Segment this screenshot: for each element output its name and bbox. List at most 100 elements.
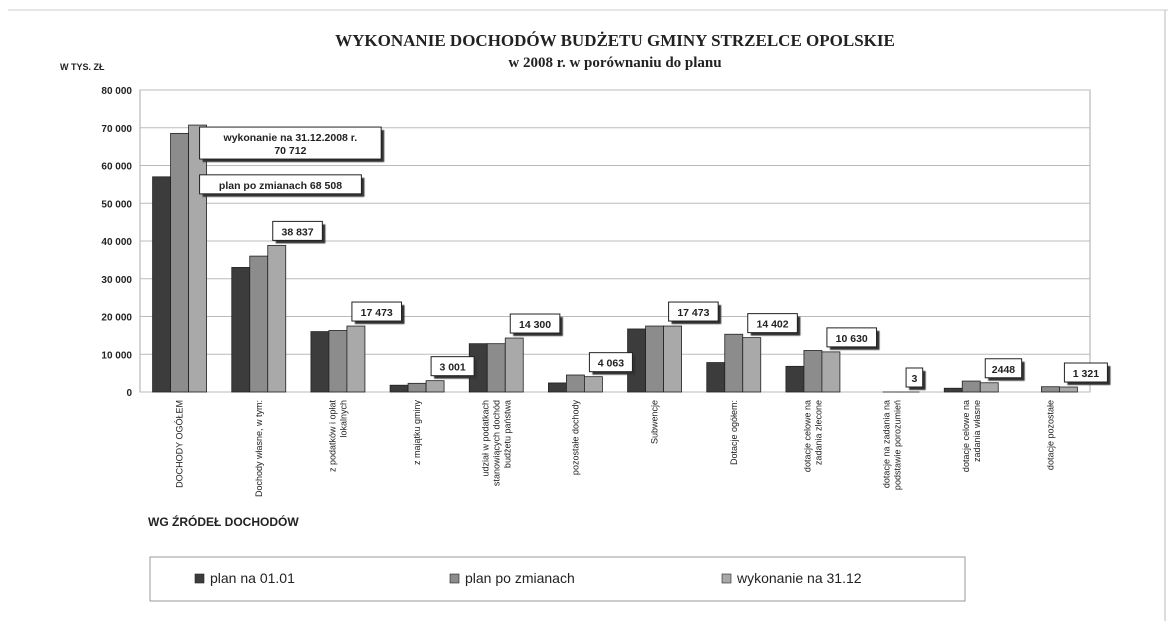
data-label: 4 063 [598, 358, 624, 370]
x-tick: Dochody własne, w tym: [254, 400, 264, 497]
x-tick-label: dotacje celowe nazadania własne [961, 400, 982, 472]
bar [231, 267, 251, 393]
bar [407, 382, 427, 393]
x-tick-label: DOCHODY OGÓŁEM [175, 400, 185, 488]
bar [328, 330, 348, 393]
label-box [905, 367, 924, 388]
x-tick: udział w podatkachstanowiących dochódbud… [480, 400, 512, 486]
x-tick: dotacje celowe nazadania własne [961, 400, 982, 472]
label-box [351, 301, 403, 322]
label-box [747, 313, 798, 334]
label-box [1063, 362, 1108, 383]
bar [389, 384, 409, 393]
data-label: 10 630 [836, 333, 868, 345]
data-label: 17 473 [677, 307, 709, 319]
chart-subtitle: w 2008 r. w porównaniu do planu [508, 55, 721, 71]
x-tick-label: dotacje na zadania napodstawie porozumie… [882, 400, 903, 490]
bar [267, 244, 287, 393]
data-label: 1 321 [1073, 368, 1099, 380]
x-tick: pozostałe dochody [570, 400, 580, 476]
bar [803, 350, 823, 393]
x-tick-label: dotacje pozostałe [1045, 400, 1055, 470]
bar [566, 374, 585, 393]
x-tick: dotacje na zadania napodstawie porozumie… [882, 400, 903, 490]
chart-title: WYKONANIE DOCHODÓW BUDŻETU GMINY STRZELC… [335, 31, 895, 50]
data-label: 70 712 [274, 145, 306, 157]
bar [548, 382, 567, 393]
data-label: 14 402 [756, 319, 788, 331]
label-box [984, 358, 1023, 379]
bar [979, 382, 999, 393]
legend-label: wykonanie na 31.12 [736, 570, 862, 586]
x-tick-label: udział w podatkachstanowiących dochódbud… [480, 400, 512, 486]
bar [1041, 386, 1060, 393]
bar [346, 325, 366, 393]
x-tick-label: Subwencje [650, 400, 660, 444]
legend-swatch [721, 573, 732, 584]
data-label: plan po zmianach 68 508 [219, 180, 342, 192]
x-axis-label: WG ŹRÓDEŁ DOCHODÓW [148, 514, 299, 529]
bar [663, 325, 682, 393]
bar [170, 132, 189, 393]
legend-box [149, 556, 966, 602]
y-axis-label: W TYS. ZŁ [60, 62, 105, 72]
x-tick: Dotacje ogółem: [729, 400, 739, 465]
legend-label: plan po zmianach [465, 570, 575, 586]
x-tick-label: Dochody własne, w tym: [254, 400, 264, 497]
legend-label: plan na 01.01 [210, 570, 295, 586]
y-tick-label: 40 000 [101, 237, 132, 248]
y-tick-label: 80 000 [101, 86, 132, 97]
bar [961, 380, 981, 393]
bar [943, 387, 963, 393]
bar [249, 255, 269, 393]
y-tick-label: 30 000 [101, 275, 132, 286]
label-box [430, 356, 475, 377]
y-tick-label: 0 [126, 388, 132, 399]
bar [486, 343, 506, 393]
x-tick: dotacje celowe nazadania zlecone [802, 400, 823, 472]
x-tick: z podatków i opłatlokalnych [327, 400, 348, 473]
legend-swatch [449, 573, 460, 584]
x-tick-label: dotacje celowe nazadania zlecone [802, 400, 823, 472]
label-box [588, 352, 633, 373]
bar [425, 380, 445, 393]
bar [152, 176, 171, 393]
data-label: 38 837 [281, 226, 313, 238]
bar [821, 351, 841, 393]
x-tick: Subwencje [650, 400, 660, 444]
bar [584, 376, 603, 393]
data-label: 14 300 [519, 319, 551, 331]
y-tick-label: 60 000 [101, 162, 132, 173]
label-box [199, 174, 362, 195]
x-tick: dotacje pozostałe [1045, 400, 1055, 470]
y-tick-label: 50 000 [101, 199, 132, 210]
x-tick: z majątku gminy [412, 400, 422, 466]
bar [504, 337, 524, 393]
label-box [199, 126, 382, 160]
legend-swatch [194, 573, 205, 584]
x-tick-label: Dotacje ogółem: [729, 400, 739, 465]
bar [310, 331, 330, 393]
data-label: 3 001 [439, 362, 465, 374]
data-label: 17 473 [361, 307, 393, 319]
x-tick-label: z podatków i opłatlokalnych [327, 400, 348, 473]
data-label: 3 [911, 373, 917, 385]
label-box [272, 220, 323, 241]
bar [785, 365, 805, 393]
bar [706, 362, 726, 393]
data-label: 2448 [992, 364, 1016, 376]
bar [724, 333, 744, 393]
bar [645, 325, 664, 393]
x-tick-label: z majątku gminy [412, 400, 422, 466]
x-tick-label: pozostałe dochody [570, 400, 580, 476]
bar [742, 337, 762, 393]
label-box [826, 327, 878, 348]
y-tick-label: 10 000 [101, 350, 132, 361]
bar [1059, 386, 1078, 393]
y-tick-label: 20 000 [101, 313, 132, 324]
label-box [509, 313, 561, 334]
data-label: wykonanie na 31.12.2008 r. [223, 132, 358, 144]
y-tick-label: 70 000 [101, 124, 132, 135]
label-box [668, 301, 719, 322]
